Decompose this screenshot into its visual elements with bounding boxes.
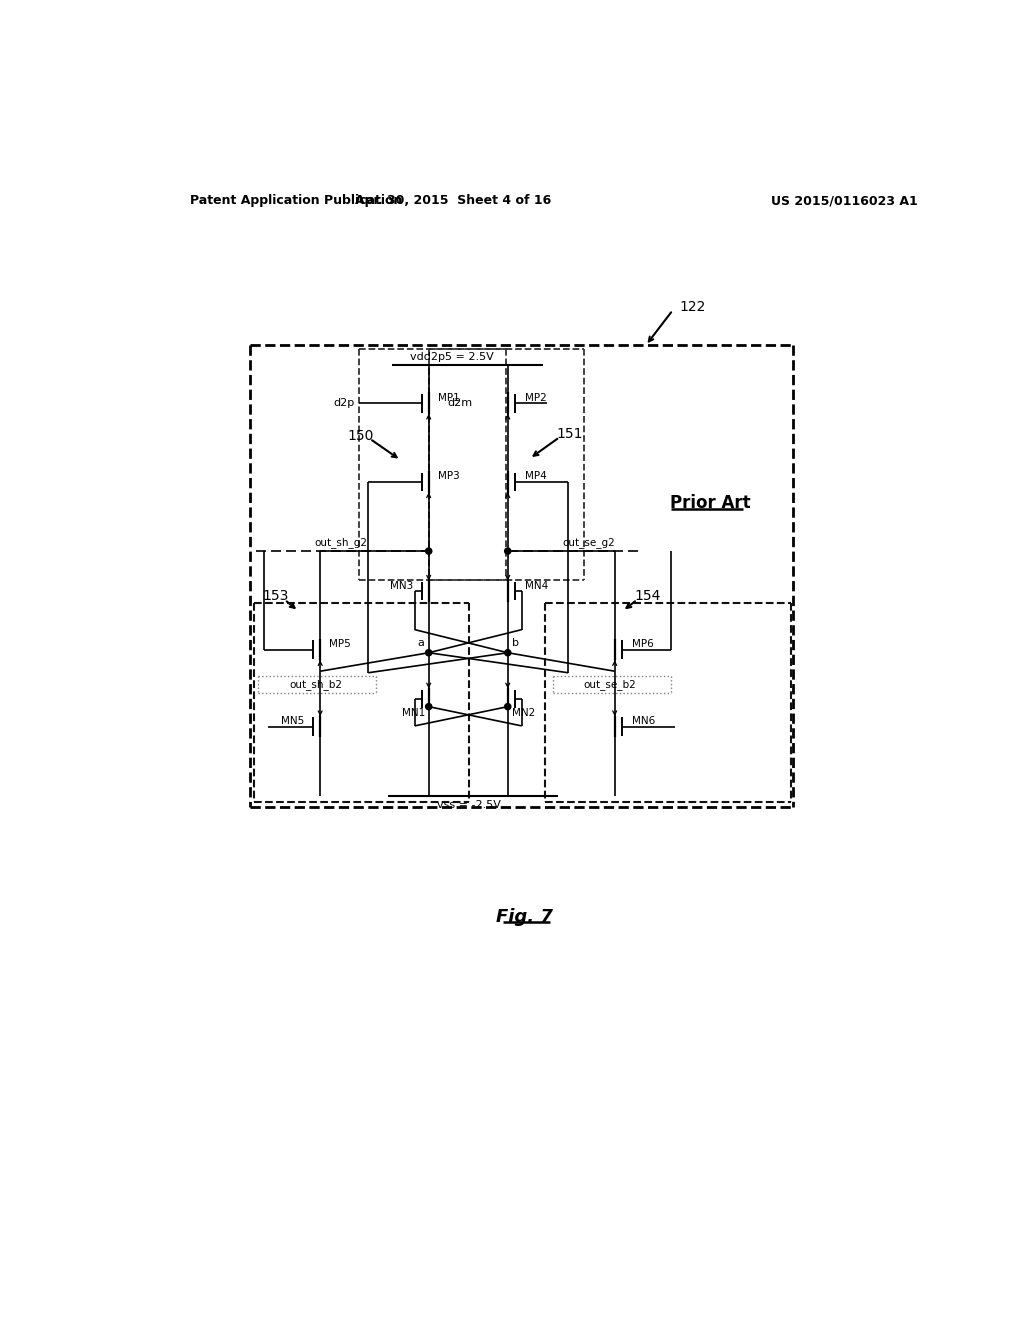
Text: d2m: d2m	[447, 399, 473, 408]
Text: MN1: MN1	[401, 708, 425, 718]
Text: MP4: MP4	[524, 471, 547, 482]
Text: d2p: d2p	[334, 399, 355, 408]
Text: MN4: MN4	[524, 581, 548, 591]
Text: 151: 151	[556, 428, 583, 441]
Text: US 2015/0116023 A1: US 2015/0116023 A1	[771, 194, 918, 207]
Text: Apr. 30, 2015  Sheet 4 of 16: Apr. 30, 2015 Sheet 4 of 16	[355, 194, 552, 207]
Circle shape	[426, 548, 432, 554]
Text: MN2: MN2	[512, 708, 535, 718]
Text: vdd2p5 = 2.5V: vdd2p5 = 2.5V	[410, 352, 494, 362]
Circle shape	[426, 704, 432, 710]
Text: MN5: MN5	[282, 717, 305, 726]
Circle shape	[426, 649, 432, 656]
Circle shape	[505, 649, 511, 656]
Text: Patent Application Publication: Patent Application Publication	[190, 194, 402, 207]
Text: 150: 150	[347, 429, 374, 442]
Text: out_se_g2: out_se_g2	[563, 537, 615, 548]
Text: MP6: MP6	[632, 639, 653, 649]
Text: Prior Art: Prior Art	[671, 495, 752, 512]
Text: vss = -2.5V: vss = -2.5V	[437, 800, 501, 810]
Text: 154: 154	[634, 589, 660, 603]
Text: b: b	[512, 638, 519, 648]
Text: MN6: MN6	[632, 717, 655, 726]
Circle shape	[505, 704, 511, 710]
Text: out_sh_g2: out_sh_g2	[314, 537, 368, 548]
Text: out_se_b2: out_se_b2	[584, 678, 637, 690]
Text: out_sh_b2: out_sh_b2	[289, 678, 342, 690]
Text: 122: 122	[680, 300, 707, 314]
Text: Fig. 7: Fig. 7	[497, 908, 553, 925]
Text: MP3: MP3	[438, 471, 460, 482]
Text: 153: 153	[262, 589, 289, 603]
Circle shape	[505, 548, 511, 554]
Text: MP2: MP2	[524, 393, 547, 403]
Text: MP5: MP5	[330, 639, 351, 649]
Text: a: a	[418, 638, 424, 648]
Text: MN3: MN3	[390, 581, 414, 591]
Text: MP1: MP1	[438, 393, 460, 403]
